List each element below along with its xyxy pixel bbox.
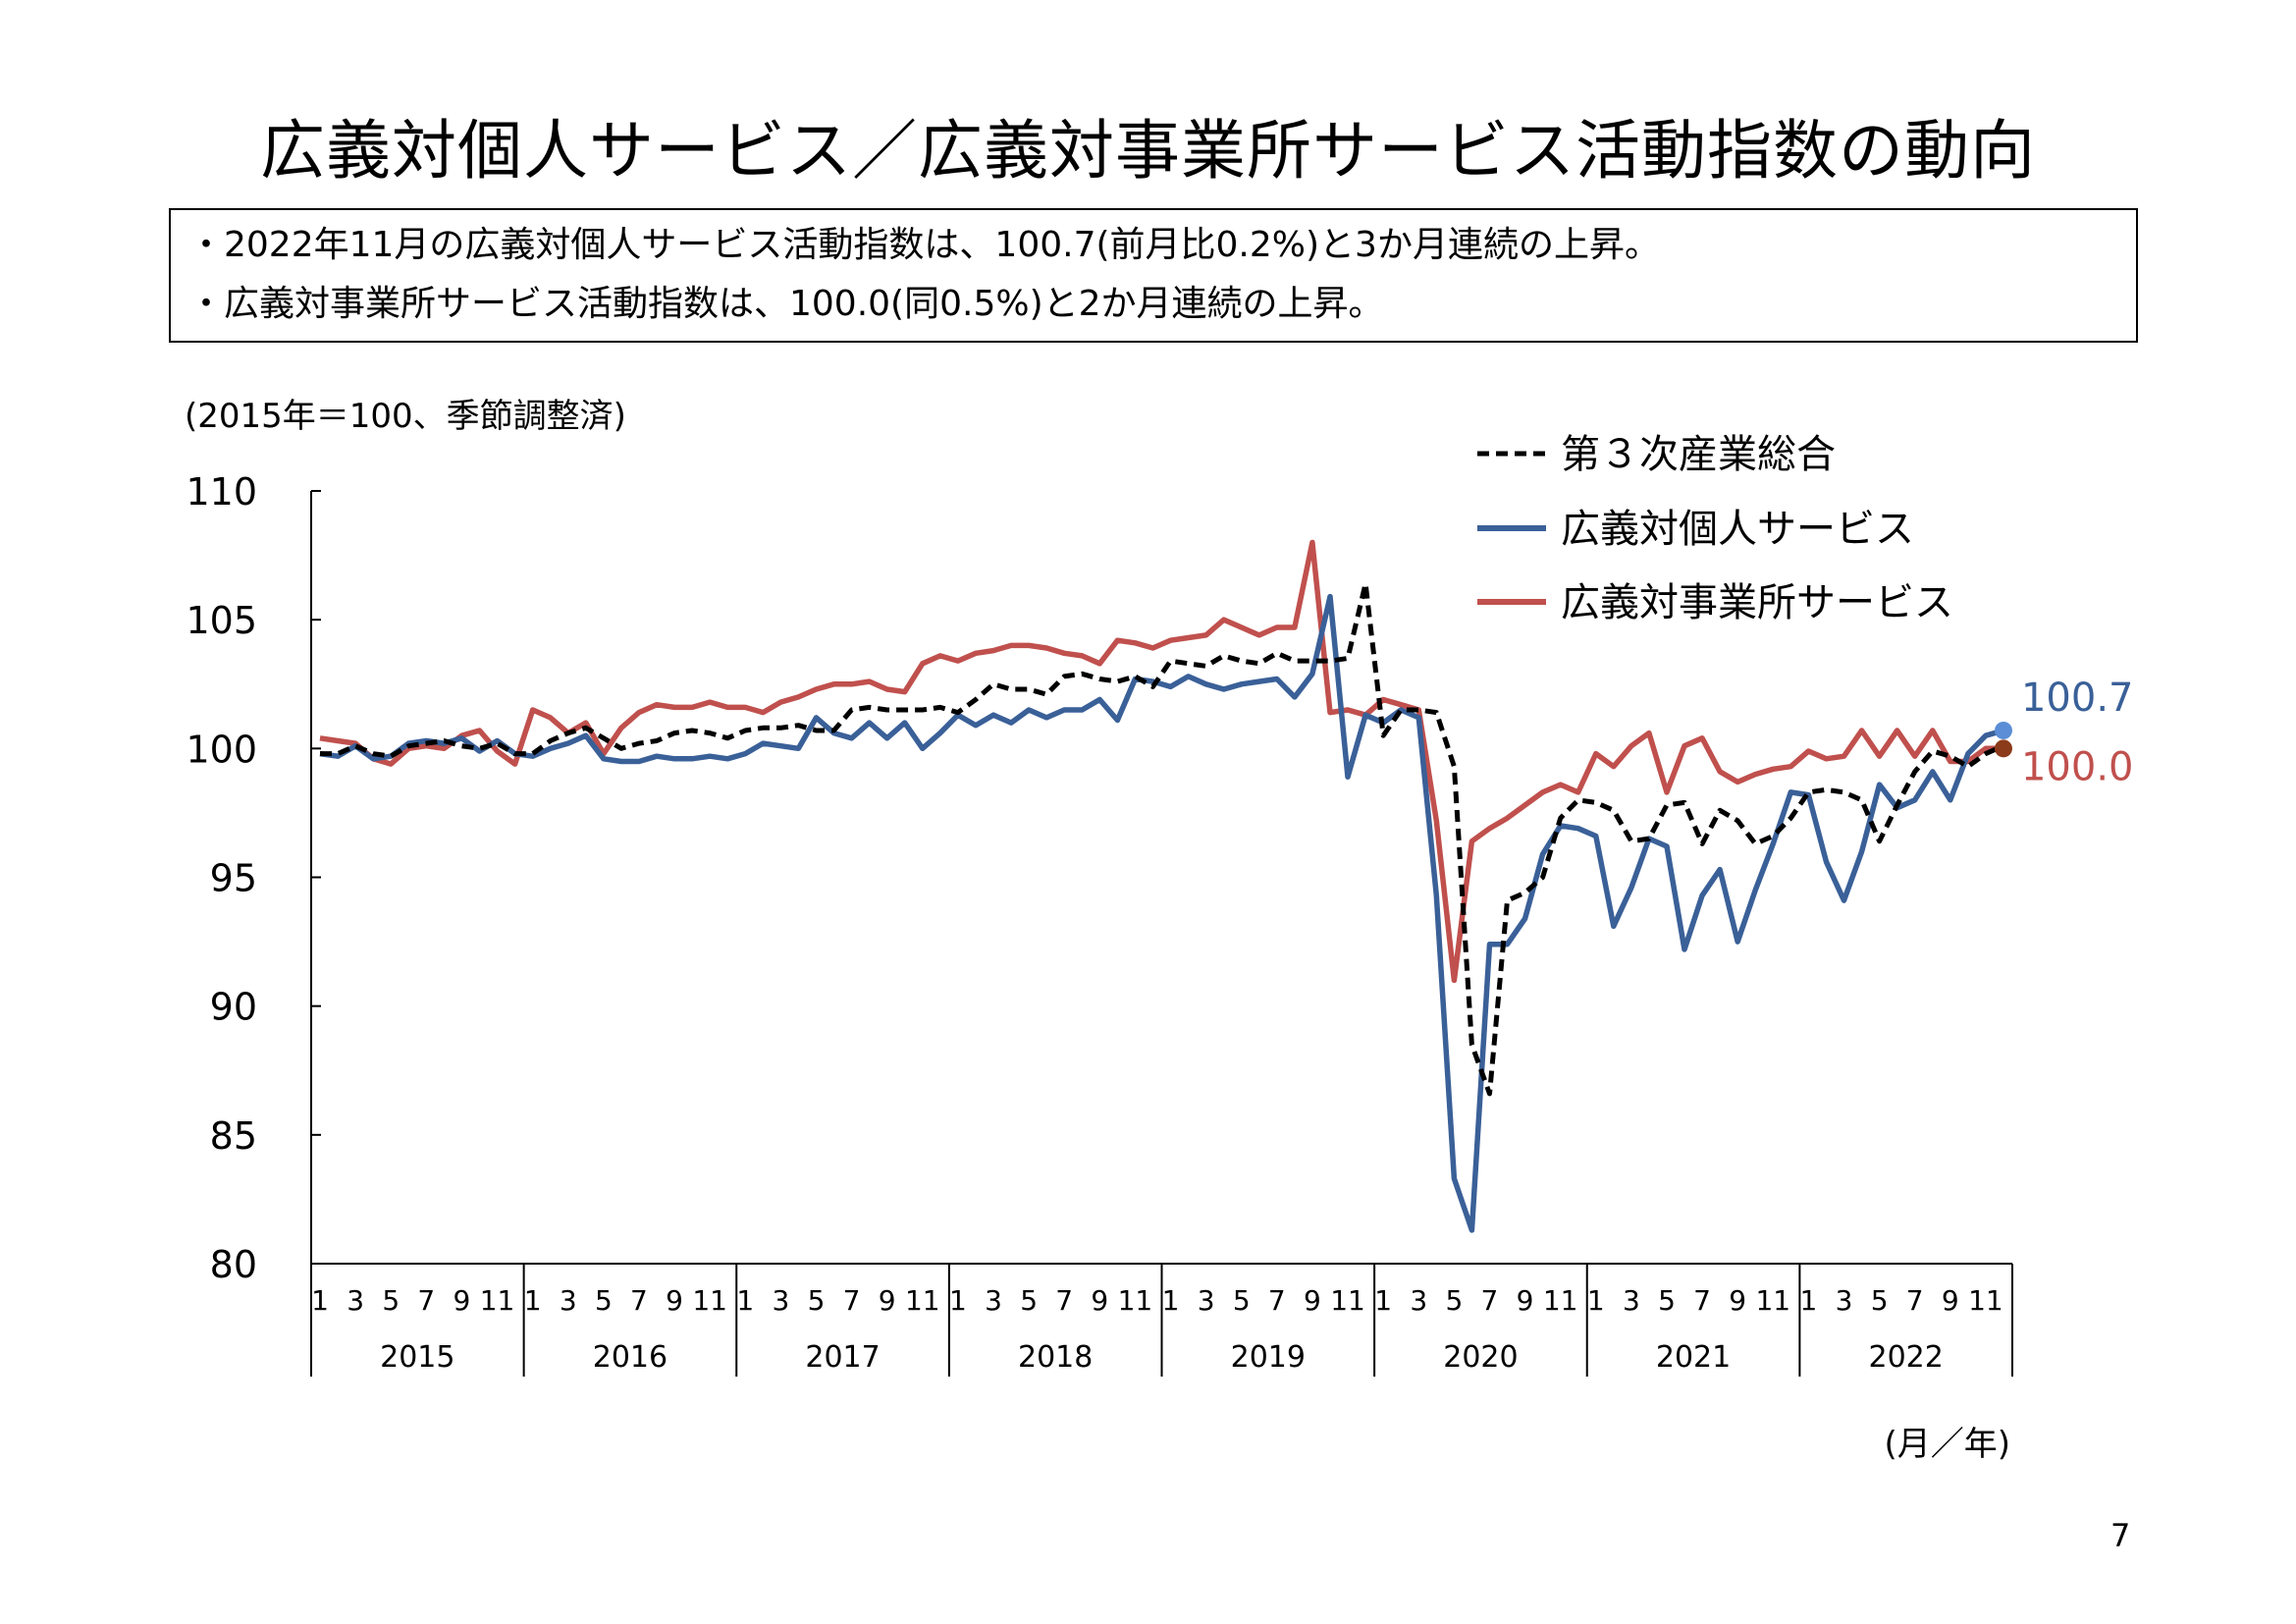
unit-note: (2015年＝100、季節調整済) xyxy=(185,397,626,436)
month-tick-label: 9 xyxy=(666,1284,683,1317)
year-label: 2017 xyxy=(805,1340,880,1375)
y-tick-label: 100 xyxy=(186,728,257,771)
year-label: 2015 xyxy=(380,1340,454,1375)
month-tick-label: 7 xyxy=(1055,1284,1073,1317)
y-tick-label: 95 xyxy=(210,857,257,900)
month-tick-label: 11 xyxy=(905,1284,940,1317)
y-tick-label: 80 xyxy=(210,1243,257,1286)
month-tick-label: 11 xyxy=(1755,1284,1790,1317)
month-tick-label: 11 xyxy=(1118,1284,1153,1317)
y-tick-label: 105 xyxy=(186,599,257,642)
month-tick-label: 3 xyxy=(1198,1284,1215,1317)
month-tick-label: 3 xyxy=(772,1284,789,1317)
end-marker xyxy=(1994,739,2012,758)
x-axis-label: (月／年) xyxy=(1884,1425,2010,1464)
month-tick-label: 3 xyxy=(560,1284,577,1317)
end-value-label: 100.7 xyxy=(2021,676,2134,721)
legend-label: 広義対個人サービス xyxy=(1561,507,1914,552)
month-tick-label: 5 xyxy=(1445,1284,1463,1317)
y-tick-label: 85 xyxy=(210,1114,257,1158)
month-tick-label: 5 xyxy=(382,1284,400,1317)
year-label: 2021 xyxy=(1656,1340,1731,1375)
month-tick-label: 5 xyxy=(1020,1284,1038,1317)
month-tick-label: 9 xyxy=(1729,1284,1746,1317)
month-tick-label: 3 xyxy=(347,1284,364,1317)
month-tick-label: 7 xyxy=(843,1284,861,1317)
month-tick-label: 5 xyxy=(595,1284,613,1317)
page-number: 7 xyxy=(2110,1517,2131,1554)
month-tick-label: 9 xyxy=(879,1284,896,1317)
month-tick-label: 5 xyxy=(808,1284,826,1317)
series-line-1 xyxy=(319,593,2004,1233)
month-tick-label: 9 xyxy=(1517,1284,1534,1317)
series-line-0 xyxy=(320,580,2005,1097)
month-tick-label: 7 xyxy=(417,1284,435,1317)
month-tick-label: 5 xyxy=(1233,1284,1251,1317)
month-tick-label: 11 xyxy=(1543,1284,1578,1317)
y-tick-label: 90 xyxy=(210,986,257,1029)
month-tick-label: 11 xyxy=(1330,1284,1365,1317)
summary-box: ・2022年11月の広義対個人サービス活動指数は、100.7(前月比0.2%)と… xyxy=(169,208,2138,343)
year-label: 2016 xyxy=(593,1340,667,1375)
month-tick-label: 1 xyxy=(1162,1284,1180,1317)
month-tick-label: 1 xyxy=(1587,1284,1605,1317)
legend-label: 広義対事業所サービス xyxy=(1561,580,1953,625)
month-tick-label: 7 xyxy=(630,1284,648,1317)
summary-line-2: ・広義対事業所サービス活動指数は、100.0(同0.5%)と2か月連続の上昇。 xyxy=(188,284,1384,324)
month-tick-label: 1 xyxy=(1799,1284,1817,1317)
month-tick-label: 7 xyxy=(1906,1284,1924,1317)
legend-label: 第３次産業総合 xyxy=(1561,432,1836,477)
month-tick-label: 3 xyxy=(985,1284,1002,1317)
month-tick-label: 3 xyxy=(1410,1284,1427,1317)
year-label: 2018 xyxy=(1018,1340,1093,1375)
end-marker xyxy=(1994,721,2012,739)
end-value-label: 100.0 xyxy=(2021,744,2134,789)
month-tick-label: 11 xyxy=(1968,1284,2003,1317)
month-tick-label: 9 xyxy=(1942,1284,1959,1317)
series-line-2 xyxy=(319,539,2003,984)
year-label: 2019 xyxy=(1231,1340,1306,1375)
month-tick-label: 7 xyxy=(1693,1284,1711,1317)
month-tick-label: 7 xyxy=(1481,1284,1499,1317)
year-label: 2022 xyxy=(1869,1340,1944,1375)
page-title: 広義対個人サービス／広義対事業所サービス活動指数の動向 xyxy=(260,113,2036,189)
month-tick-label: 11 xyxy=(692,1284,727,1317)
month-tick-label: 9 xyxy=(1304,1284,1321,1317)
month-tick-label: 3 xyxy=(1836,1284,1853,1317)
month-tick-label: 1 xyxy=(311,1284,329,1317)
month-tick-label: 5 xyxy=(1658,1284,1676,1317)
month-tick-label: 9 xyxy=(1091,1284,1108,1317)
month-tick-label: 1 xyxy=(949,1284,967,1317)
month-tick-label: 11 xyxy=(480,1284,515,1317)
month-tick-label: 7 xyxy=(1268,1284,1286,1317)
y-tick-label: 110 xyxy=(186,470,257,514)
month-tick-label: 9 xyxy=(454,1284,471,1317)
summary-line-1: ・2022年11月の広義対個人サービス活動指数は、100.7(前月比0.2%)と… xyxy=(188,225,1660,265)
month-tick-label: 1 xyxy=(524,1284,542,1317)
month-tick-label: 5 xyxy=(1871,1284,1889,1317)
month-tick-label: 1 xyxy=(736,1284,754,1317)
month-tick-label: 1 xyxy=(1374,1284,1392,1317)
month-tick-label: 3 xyxy=(1623,1284,1640,1317)
year-label: 2020 xyxy=(1443,1340,1518,1375)
